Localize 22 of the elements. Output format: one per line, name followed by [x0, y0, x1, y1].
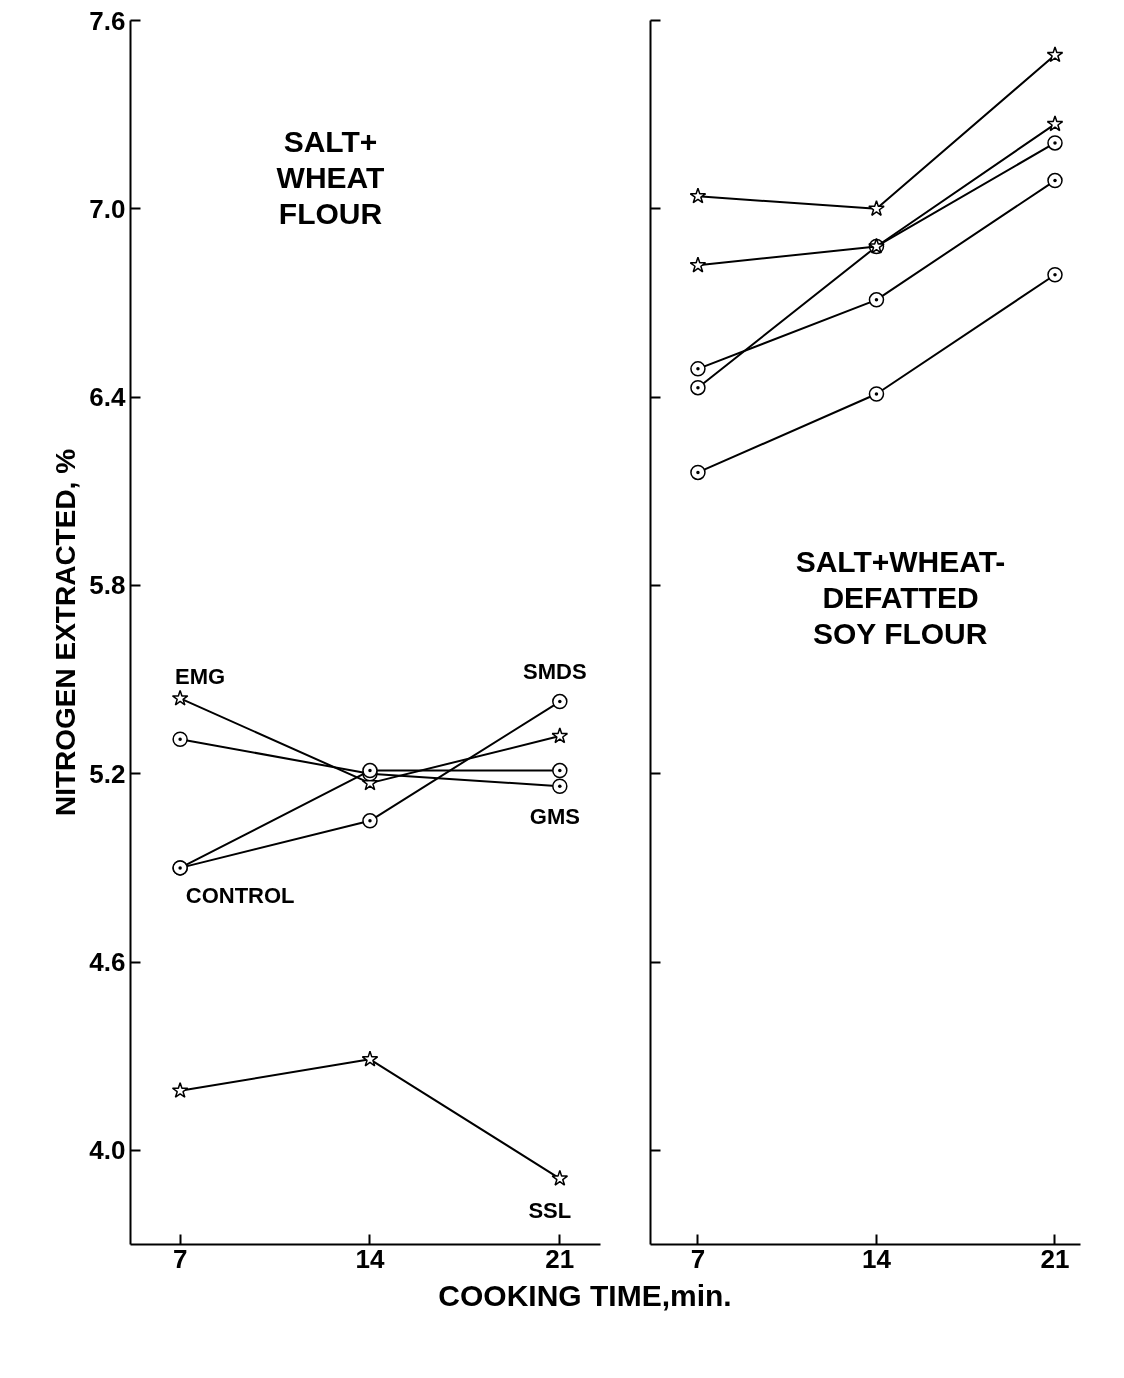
y-axis-title: NITROGEN EXTRACTED, % [50, 448, 82, 817]
series-label: CONTROL [185, 883, 295, 909]
y-tick-label: 6.4 [89, 382, 127, 413]
y-tick-label: 4.6 [89, 947, 126, 978]
x-tick-label: 7 [172, 1243, 188, 1274]
text: SALT+WHEAT- DEFATTED SOY FLOUR [795, 544, 1006, 651]
x-tick-label: 21 [545, 1243, 575, 1274]
x-tick-label: 14 [355, 1243, 385, 1274]
y-tick-label: 4.0 [89, 1135, 126, 1166]
series-label: SSL [528, 1198, 572, 1224]
text: SALT+ WHEAT FLOUR [276, 124, 385, 231]
y-tick-label: 7.6 [89, 5, 126, 36]
x-tick-label: 7 [690, 1243, 706, 1274]
series-label: GMS [529, 803, 580, 829]
series-label: SMDS [523, 659, 587, 685]
y-tick-label: 7.0 [89, 193, 126, 224]
x-tick-label: 21 [1040, 1243, 1070, 1274]
series-label: EMG [175, 663, 226, 689]
x-axis-title: COOKING TIME,min. [438, 1278, 732, 1314]
y-tick-label: 5.8 [89, 570, 126, 601]
x-tick-label: 14 [862, 1243, 892, 1274]
y-tick-label: 5.2 [89, 758, 126, 789]
